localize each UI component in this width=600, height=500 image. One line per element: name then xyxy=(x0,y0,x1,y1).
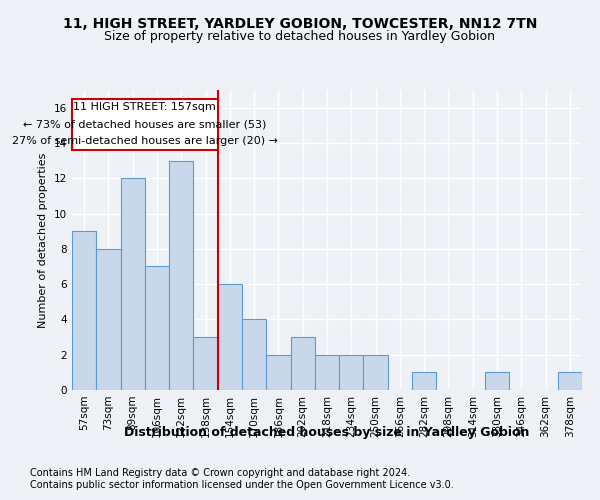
Text: 11 HIGH STREET: 157sqm: 11 HIGH STREET: 157sqm xyxy=(73,102,216,113)
Bar xyxy=(72,231,96,390)
Bar xyxy=(485,372,509,390)
Bar xyxy=(364,354,388,390)
Text: Distribution of detached houses by size in Yardley Gobion: Distribution of detached houses by size … xyxy=(124,426,530,439)
Bar xyxy=(121,178,145,390)
FancyBboxPatch shape xyxy=(72,99,218,150)
Text: 11, HIGH STREET, YARDLEY GOBION, TOWCESTER, NN12 7TN: 11, HIGH STREET, YARDLEY GOBION, TOWCEST… xyxy=(63,18,537,32)
Text: Contains public sector information licensed under the Open Government Licence v3: Contains public sector information licen… xyxy=(30,480,454,490)
Text: 27% of semi-detached houses are larger (20) →: 27% of semi-detached houses are larger (… xyxy=(12,136,278,146)
Text: ← 73% of detached houses are smaller (53): ← 73% of detached houses are smaller (53… xyxy=(23,120,266,130)
Bar xyxy=(558,372,582,390)
Bar xyxy=(169,160,193,390)
Bar xyxy=(218,284,242,390)
Text: Contains HM Land Registry data © Crown copyright and database right 2024.: Contains HM Land Registry data © Crown c… xyxy=(30,468,410,477)
Bar xyxy=(290,337,315,390)
Y-axis label: Number of detached properties: Number of detached properties xyxy=(38,152,49,328)
Bar xyxy=(193,337,218,390)
Bar xyxy=(412,372,436,390)
Bar xyxy=(315,354,339,390)
Bar xyxy=(145,266,169,390)
Bar xyxy=(266,354,290,390)
Bar xyxy=(242,320,266,390)
Bar xyxy=(96,249,121,390)
Bar xyxy=(339,354,364,390)
Text: Size of property relative to detached houses in Yardley Gobion: Size of property relative to detached ho… xyxy=(104,30,496,43)
